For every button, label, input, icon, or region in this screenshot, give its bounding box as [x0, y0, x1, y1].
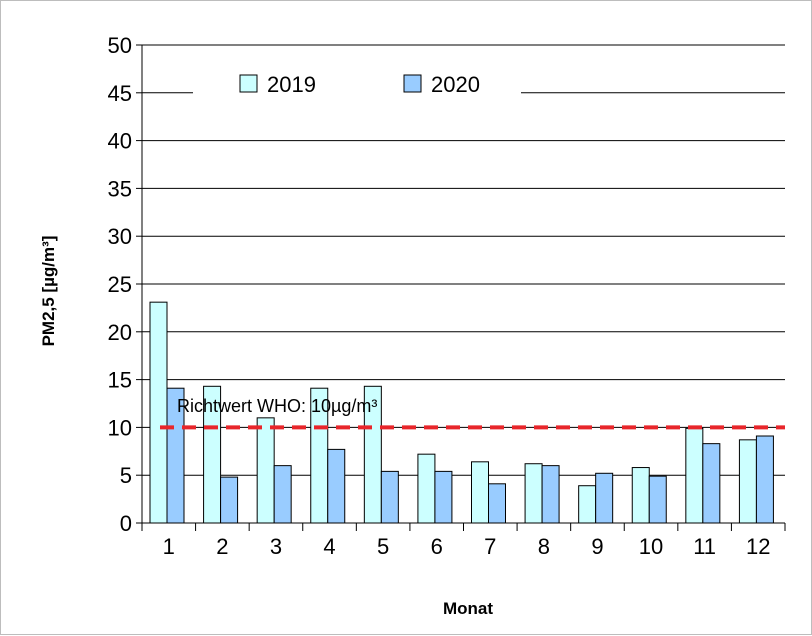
- y-tick-label-50: 50: [108, 33, 132, 58]
- legend-label-2019: 2019: [267, 72, 316, 97]
- legend-swatch-2019: [239, 74, 258, 93]
- y-tick-label-35: 35: [108, 176, 132, 201]
- legend-swatch-2020: [403, 74, 422, 93]
- bar-2020-6: [434, 470, 453, 524]
- reference-line-label: Richtwert WHO: 10µg/m³: [177, 396, 377, 416]
- bar-2020-5: [380, 470, 399, 524]
- y-tick-label-0: 0: [120, 511, 132, 536]
- bar-2019-7: [471, 461, 489, 524]
- legend-label-2020: 2020: [431, 72, 480, 97]
- y-tick-label-30: 30: [108, 224, 132, 249]
- bar-2019-12: [738, 439, 757, 524]
- x-tick-label-8: 8: [538, 534, 550, 559]
- x-tick-label-2: 2: [216, 534, 228, 559]
- bar-2020-8: [541, 465, 560, 524]
- x-tick-label-11: 11: [693, 534, 716, 559]
- y-tick-label-40: 40: [108, 129, 132, 154]
- bar-2020-3: [273, 465, 292, 524]
- bar-2020-12: [755, 435, 774, 524]
- x-tick-label-4: 4: [323, 534, 335, 559]
- y-tick-label-10: 10: [108, 415, 132, 440]
- y-tick-label-45: 45: [108, 81, 132, 106]
- x-tick-label-9: 9: [591, 534, 603, 559]
- bar-2020-7: [488, 483, 506, 524]
- bar-2020-9: [595, 472, 614, 524]
- x-axis-title: Monat: [443, 599, 493, 618]
- bar-2020-11: [702, 443, 721, 524]
- bar-2019-8: [524, 463, 543, 524]
- bar-2019-1: [149, 301, 168, 524]
- bar-2020-10: [648, 475, 667, 524]
- x-tick-label-10: 10: [639, 534, 663, 559]
- y-tick-label-25: 25: [108, 272, 132, 297]
- bar-2020-2: [220, 476, 239, 524]
- reference-line-group: Richtwert WHO: 10µg/m³: [160, 396, 785, 430]
- bar-2019-3: [256, 417, 275, 524]
- x-tick-label-12: 12: [746, 534, 770, 559]
- bar-2019-9: [578, 485, 597, 524]
- bars: [149, 301, 774, 524]
- x-tick-label-1: 1: [163, 534, 175, 559]
- x-tick-label-3: 3: [270, 534, 282, 559]
- x-tick-label-7: 7: [484, 534, 496, 559]
- x-tick-label-5: 5: [377, 534, 389, 559]
- bar-2019-11: [685, 427, 704, 524]
- bar-2020-4: [327, 448, 346, 524]
- x-tick-label-6: 6: [431, 534, 443, 559]
- bar-2019-6: [417, 453, 436, 524]
- y-axis-title: PM2,5 [µg/m³]: [39, 236, 58, 347]
- y-tick-label-5: 5: [120, 463, 132, 488]
- y-tick-label-20: 20: [108, 320, 132, 345]
- y-tick-label-15: 15: [108, 368, 132, 393]
- bar-2019-10: [631, 467, 650, 524]
- legend: 2019 2020: [193, 66, 521, 106]
